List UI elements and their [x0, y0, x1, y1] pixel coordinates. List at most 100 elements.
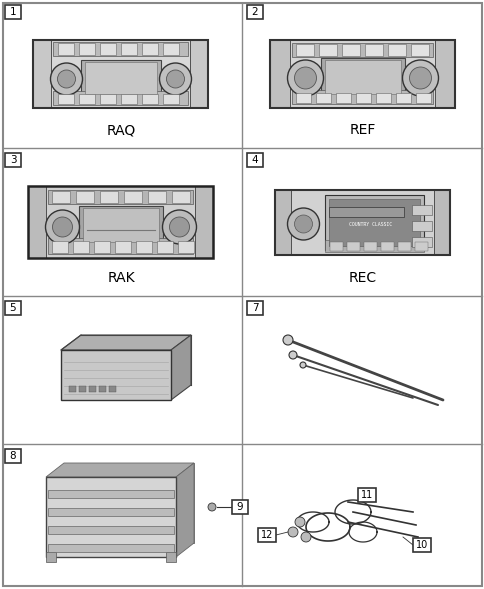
Bar — [415, 241, 428, 250]
Bar — [329, 207, 404, 217]
Bar — [388, 44, 406, 56]
Bar — [81, 60, 161, 96]
Text: REF: REF — [349, 123, 376, 137]
Bar — [195, 186, 213, 258]
Polygon shape — [171, 335, 191, 400]
Bar — [412, 538, 430, 552]
Circle shape — [287, 527, 297, 537]
Bar — [48, 544, 174, 552]
Circle shape — [50, 63, 82, 95]
Text: REC: REC — [348, 271, 376, 285]
Bar — [325, 240, 424, 252]
Bar — [376, 93, 391, 103]
Bar — [59, 94, 75, 104]
Bar — [69, 386, 76, 392]
Text: 8: 8 — [10, 451, 16, 461]
Circle shape — [45, 210, 79, 244]
Bar — [336, 93, 351, 103]
Circle shape — [408, 67, 431, 89]
Bar — [89, 386, 96, 392]
Bar — [316, 93, 331, 103]
Text: 11: 11 — [360, 490, 372, 500]
Circle shape — [287, 208, 319, 240]
Bar — [330, 241, 343, 250]
Circle shape — [169, 217, 189, 237]
Bar — [29, 186, 213, 258]
Bar — [347, 241, 360, 250]
Circle shape — [301, 532, 310, 542]
Bar — [100, 94, 116, 104]
Bar — [61, 350, 171, 400]
Bar — [410, 44, 429, 56]
Bar — [83, 208, 159, 242]
Bar — [290, 40, 435, 108]
Circle shape — [300, 362, 305, 368]
Bar — [79, 94, 95, 104]
Bar — [246, 153, 262, 167]
Bar — [342, 44, 360, 56]
Bar — [5, 301, 21, 315]
Bar — [5, 449, 21, 463]
Circle shape — [294, 67, 316, 89]
Bar — [5, 5, 21, 19]
Bar — [292, 90, 433, 104]
Bar — [148, 191, 166, 203]
Bar — [46, 477, 176, 557]
Text: 10: 10 — [415, 540, 427, 550]
Bar — [325, 194, 424, 250]
Polygon shape — [46, 463, 194, 477]
Bar — [46, 552, 56, 562]
Text: 3: 3 — [10, 155, 16, 165]
Bar — [79, 386, 86, 392]
Bar — [109, 386, 116, 392]
Circle shape — [283, 335, 292, 345]
Bar — [296, 44, 314, 56]
Bar — [51, 40, 190, 108]
Bar — [48, 508, 174, 516]
Bar — [398, 241, 410, 250]
Bar — [435, 40, 454, 108]
Bar — [291, 190, 434, 254]
Polygon shape — [176, 463, 194, 557]
Circle shape — [402, 60, 438, 96]
Polygon shape — [61, 335, 191, 350]
Text: RAK: RAK — [107, 271, 135, 285]
Bar — [270, 40, 454, 108]
Bar — [33, 40, 208, 108]
Circle shape — [162, 210, 196, 244]
Bar — [76, 191, 94, 203]
Bar — [74, 241, 90, 253]
Bar — [412, 237, 432, 247]
Bar — [48, 190, 193, 204]
Bar — [115, 241, 131, 253]
Bar — [163, 94, 179, 104]
Bar — [48, 526, 174, 534]
Bar — [396, 93, 410, 103]
Bar — [320, 58, 404, 96]
Bar — [412, 205, 432, 215]
Bar — [53, 91, 188, 105]
Bar — [100, 43, 116, 55]
Bar — [5, 153, 21, 167]
Bar — [94, 241, 110, 253]
Circle shape — [294, 517, 304, 527]
Bar — [29, 186, 46, 258]
Circle shape — [52, 217, 72, 237]
Circle shape — [159, 63, 191, 95]
Text: 1: 1 — [10, 7, 16, 17]
Bar — [364, 241, 377, 250]
Bar — [275, 190, 450, 254]
Bar — [52, 191, 70, 203]
Bar — [79, 43, 95, 55]
Text: RAQ: RAQ — [106, 123, 136, 137]
Text: 2: 2 — [251, 7, 258, 17]
Bar — [136, 241, 152, 253]
Bar — [357, 488, 375, 502]
Circle shape — [58, 70, 76, 88]
Text: 5: 5 — [10, 303, 16, 313]
Circle shape — [208, 503, 215, 511]
Bar — [365, 44, 383, 56]
Bar — [100, 191, 118, 203]
Bar — [381, 241, 393, 250]
Text: 9: 9 — [236, 502, 243, 512]
